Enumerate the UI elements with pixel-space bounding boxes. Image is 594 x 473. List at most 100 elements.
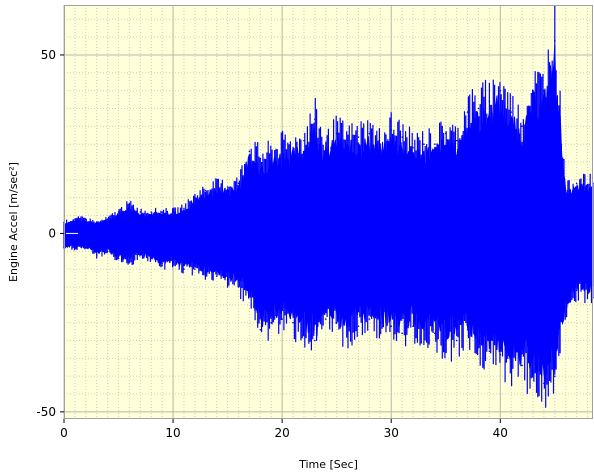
series-0-upper-point	[303, 139, 305, 142]
series-0-upper-point	[521, 125, 523, 128]
series-0-upper-point	[95, 221, 98, 224]
series-0-upper-point	[554, 39, 556, 42]
series-0-upper-point	[106, 218, 109, 220]
series-0-upper-point	[204, 189, 207, 192]
series-0-upper-point	[215, 186, 218, 188]
series-0-lower-point	[74, 246, 76, 249]
series-0-upper-point	[510, 111, 512, 113]
series-0-lower-point	[150, 257, 153, 260]
series-0-lower-point	[575, 289, 578, 292]
series-0-upper-point	[226, 186, 229, 188]
series-0-upper-point	[85, 218, 87, 220]
x-axis: 0 10 20 30 40	[60, 419, 508, 440]
series-0-lower-point	[85, 246, 87, 249]
series-0-lower-point	[128, 261, 131, 263]
series-0-lower-point	[564, 311, 567, 313]
y-tick-label: 50	[41, 48, 56, 62]
series-0-lower-point	[554, 375, 556, 377]
series-0-upper-point	[543, 89, 545, 92]
series-0-lower-point	[412, 325, 414, 328]
series-0-upper-point	[368, 132, 371, 135]
series-0-upper-point	[455, 139, 458, 142]
series-0-upper-point	[292, 146, 294, 149]
series-0-upper-point	[172, 211, 174, 213]
series-0-upper-point	[314, 118, 316, 121]
series-0-upper-point	[161, 211, 163, 213]
series-group	[63, 5, 594, 408]
series-0-lower-point	[106, 250, 109, 253]
series-0-lower-point	[488, 350, 491, 352]
series-0-lower-point	[324, 318, 327, 320]
series-0-lower-point	[390, 325, 393, 328]
series-0-lower-point	[204, 271, 207, 274]
y-tick-label: -50	[36, 405, 56, 419]
series-0-upper-point	[194, 196, 196, 199]
series-0-upper-point	[150, 211, 153, 213]
series-0-upper-point	[139, 211, 142, 213]
series-0-upper-point	[488, 100, 491, 103]
series-0-lower-point	[172, 261, 174, 263]
series-0-upper-point	[466, 111, 469, 113]
series-0-lower-point	[499, 353, 502, 356]
series-0-lower-point	[183, 268, 185, 270]
series-0-lower-point	[455, 339, 458, 342]
series-0-upper-point	[128, 204, 131, 206]
series-0-lower-point	[434, 332, 436, 335]
series-0-lower-point	[532, 371, 534, 374]
series-0-upper-point	[117, 211, 120, 213]
y-axis-label: Engine Accel [m/sec²]	[7, 162, 20, 282]
series-0-lower-point	[248, 293, 251, 295]
series-0-lower-point	[357, 325, 360, 328]
series-0-lower-point	[477, 346, 480, 349]
series-0-lower-point	[423, 328, 425, 331]
series-0-upper-point	[357, 136, 360, 138]
series-0-upper-point	[183, 207, 185, 210]
series-0-lower-point	[292, 321, 294, 324]
series-0-upper-point	[270, 154, 273, 156]
x-tick-label: 40	[493, 426, 508, 440]
series-0-upper-point	[434, 143, 436, 145]
series-0-upper-point	[237, 182, 240, 185]
series-0-upper-point	[401, 136, 403, 138]
x-tick-label: 10	[165, 426, 180, 440]
series-0-lower-point	[379, 321, 382, 324]
series-0-lower-point	[543, 382, 545, 385]
series-0-lower-point	[95, 254, 98, 256]
series-0-lower-point	[368, 318, 371, 320]
series-0-upper-point	[259, 157, 262, 160]
series-0-lower-point	[161, 264, 163, 267]
series-0-upper-point	[412, 146, 414, 149]
series-0-lower-point	[303, 328, 305, 331]
series-0-lower-point	[237, 286, 240, 288]
series-0-upper-point	[248, 150, 251, 153]
series-0-lower-point	[194, 268, 196, 270]
series-0-upper-point	[390, 129, 393, 131]
series-0-lower-point	[346, 332, 349, 335]
x-axis-label: Time [Sec]	[298, 458, 358, 471]
series-0-upper-point	[477, 107, 480, 110]
x-tick-label: 30	[384, 426, 399, 440]
series-0-upper-point	[532, 89, 534, 92]
series-0-upper-point	[281, 146, 283, 149]
plot-frame	[64, 5, 593, 419]
series-0-upper-point	[444, 132, 447, 135]
y-axis: -50 0 50	[36, 48, 64, 419]
series-0-lower-point	[466, 328, 469, 331]
series-0-upper-point	[575, 182, 578, 185]
series-0-lower-point	[444, 339, 447, 342]
series-0-upper-point	[564, 189, 567, 192]
series-0-lower-point	[215, 275, 218, 278]
series-0-lower-point	[521, 364, 523, 367]
series-0-lower-point	[259, 328, 262, 331]
y-tick-label: 0	[48, 226, 56, 240]
series-0-upper-point	[499, 89, 502, 92]
series-0-upper-point	[74, 218, 76, 220]
x-tick-label: 20	[275, 426, 290, 440]
series-0-lower-point	[139, 254, 142, 256]
series-0-lower-point	[510, 361, 512, 363]
series-0-upper-point	[324, 146, 327, 149]
series-0-lower-point	[314, 339, 316, 342]
series-0-lower-point	[281, 318, 283, 320]
series-0-lower-point	[226, 279, 229, 281]
